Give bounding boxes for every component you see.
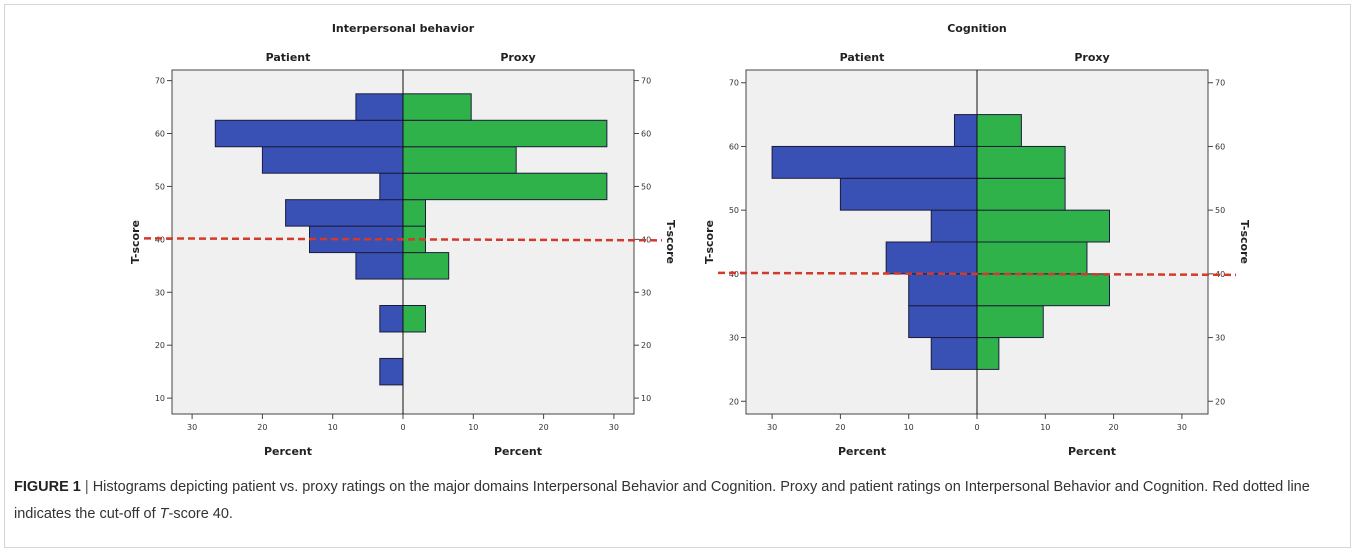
patient-side-label: Patient bbox=[266, 51, 311, 64]
y-tick-label-left: 30 bbox=[155, 288, 165, 297]
y-axis-title-left: T-score bbox=[703, 220, 716, 264]
caption-text-main: Histograms depicting patient vs. proxy r… bbox=[14, 479, 1310, 522]
x-tick-label: 20 bbox=[1109, 423, 1119, 432]
patient-bar bbox=[214, 119, 404, 148]
y-tick-label-left: 50 bbox=[729, 206, 739, 215]
x-tick-label: 30 bbox=[767, 423, 777, 432]
proxy-bar bbox=[976, 114, 1022, 147]
proxy-bar bbox=[402, 305, 426, 333]
figure-canvas: Interpersonal behavior Patient Proxy 10 10 20… bbox=[129, 22, 1251, 458]
caption-separator: | bbox=[80, 479, 93, 495]
proxy-bar bbox=[976, 177, 1066, 211]
x-tick-label: 10 bbox=[328, 423, 338, 432]
patient-bar bbox=[930, 337, 978, 370]
patient-side-label: Patient bbox=[840, 51, 885, 64]
chart-panel-cognition: Cognition Patient Proxy 20 20 30 30 40 40 50 50 60 6… bbox=[703, 22, 1251, 458]
x-axis-title-patient: Percent bbox=[838, 445, 886, 458]
x-axis-title-proxy: Percent bbox=[1068, 445, 1116, 458]
y-tick-label-right: 40 bbox=[641, 235, 651, 244]
figure-caption: FIGURE 1 | Histograms depicting patient … bbox=[14, 474, 1339, 528]
patient-bar bbox=[908, 305, 978, 339]
patient-bar bbox=[839, 177, 978, 211]
proxy-bar bbox=[976, 241, 1088, 275]
proxy-bar bbox=[402, 146, 517, 174]
patient-bar bbox=[908, 273, 978, 307]
chart-title: Interpersonal behavior bbox=[332, 22, 475, 35]
x-tick-label: 0 bbox=[974, 423, 979, 432]
x-tick-label: 0 bbox=[400, 423, 405, 432]
proxy-bar bbox=[976, 273, 1111, 307]
x-axis-title-patient: Percent bbox=[264, 445, 312, 458]
y-tick-label-left: 70 bbox=[729, 79, 739, 88]
y-tick-label-right: 50 bbox=[1215, 206, 1225, 215]
x-tick-label: 10 bbox=[1040, 423, 1050, 432]
y-tick-label-right: 60 bbox=[641, 130, 651, 139]
patient-bar bbox=[885, 241, 978, 275]
proxy-bar bbox=[402, 93, 472, 121]
patient-bar bbox=[355, 93, 404, 121]
proxy-bar bbox=[402, 119, 608, 148]
cutoff-line bbox=[143, 237, 663, 242]
proxy-bar bbox=[976, 305, 1044, 339]
y-tick-label-left: 40 bbox=[729, 270, 739, 279]
proxy-bar bbox=[976, 209, 1111, 243]
y-tick-label-left: 60 bbox=[155, 130, 165, 139]
patient-bar bbox=[953, 114, 978, 147]
y-tick-label-right: 70 bbox=[641, 77, 651, 86]
caption-italic-t: T bbox=[159, 506, 169, 522]
patient-bar bbox=[285, 199, 404, 227]
caption-text-end: -score 40. bbox=[168, 506, 233, 522]
x-tick-label: 20 bbox=[257, 423, 267, 432]
x-tick-label: 30 bbox=[609, 423, 619, 432]
caption-figure-label: FIGURE 1 bbox=[14, 479, 81, 495]
patient-bar bbox=[355, 252, 404, 280]
x-tick-label: 20 bbox=[539, 423, 549, 432]
y-tick-label-right: 50 bbox=[641, 182, 651, 191]
chart-title: Cognition bbox=[947, 22, 1007, 35]
y-tick-label-right: 30 bbox=[1215, 334, 1225, 343]
y-tick-label-right: 60 bbox=[1215, 142, 1225, 151]
proxy-side-label: Proxy bbox=[500, 51, 535, 64]
patient-bar bbox=[379, 305, 404, 333]
x-tick-label: 30 bbox=[1177, 423, 1187, 432]
y-tick-label-right: 20 bbox=[641, 341, 651, 350]
y-tick-label-left: 50 bbox=[155, 182, 165, 191]
x-tick-label: 10 bbox=[468, 423, 478, 432]
y-axis-title-right: T-score bbox=[664, 220, 677, 264]
y-tick-label-right: 20 bbox=[1215, 397, 1225, 406]
proxy-bar bbox=[402, 199, 426, 227]
chart-panel-interpersonal: Interpersonal behavior Patient Proxy 10 10 20… bbox=[129, 22, 677, 458]
x-tick-label: 30 bbox=[187, 423, 197, 432]
y-tick-label-left: 40 bbox=[155, 235, 165, 244]
patient-bar bbox=[261, 146, 404, 174]
x-axis-title-proxy: Percent bbox=[494, 445, 542, 458]
patient-bar bbox=[771, 145, 978, 179]
cutoff-line bbox=[717, 271, 1237, 277]
y-tick-label-left: 60 bbox=[729, 142, 739, 151]
y-tick-label-left: 30 bbox=[729, 334, 739, 343]
proxy-bar bbox=[976, 337, 1000, 370]
patient-bar bbox=[930, 209, 978, 243]
y-tick-label-left: 20 bbox=[155, 341, 165, 350]
y-tick-label-left: 20 bbox=[729, 397, 739, 406]
y-axis-title-left: T-score bbox=[129, 220, 142, 264]
proxy-bar bbox=[976, 145, 1066, 179]
y-tick-label-left: 10 bbox=[155, 394, 165, 403]
y-tick-label-right: 40 bbox=[1215, 270, 1225, 279]
y-tick-label-left: 70 bbox=[155, 77, 165, 86]
proxy-side-label: Proxy bbox=[1074, 51, 1109, 64]
proxy-bar bbox=[402, 252, 450, 280]
x-tick-label: 10 bbox=[904, 423, 914, 432]
proxy-bar bbox=[402, 172, 608, 201]
x-tick-label: 20 bbox=[835, 423, 845, 432]
y-tick-label-right: 10 bbox=[641, 394, 651, 403]
y-tick-label-right: 70 bbox=[1215, 79, 1225, 88]
y-tick-label-right: 30 bbox=[641, 288, 651, 297]
patient-bar bbox=[379, 172, 404, 201]
patient-bar bbox=[379, 357, 404, 386]
y-axis-title-right: T-score bbox=[1238, 220, 1251, 264]
